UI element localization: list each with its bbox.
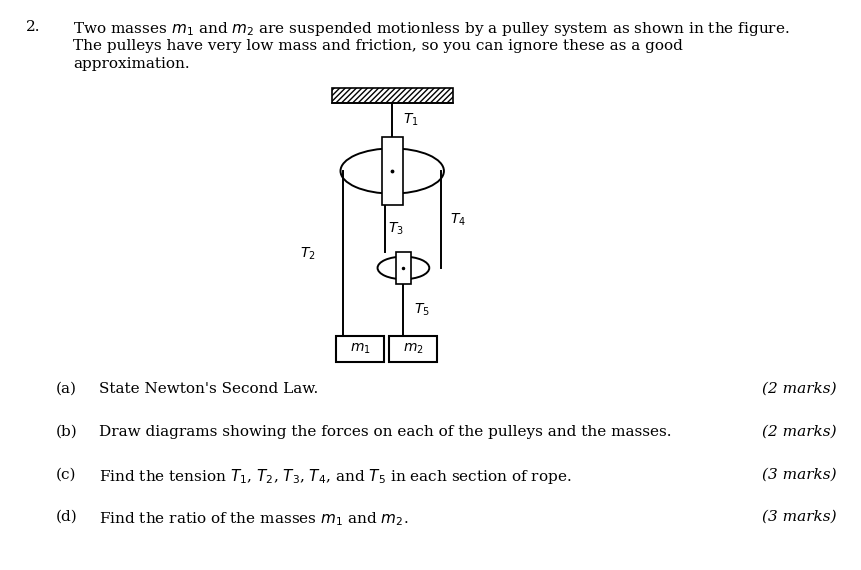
Text: Draw diagrams showing the forces on each of the pulleys and the masses.: Draw diagrams showing the forces on each… [99, 425, 671, 439]
Bar [395, 252, 411, 284]
Text: The pulleys have very low mass and friction, so you can ignore these as a good: The pulleys have very low mass and frict… [73, 39, 683, 53]
Text: Find the ratio of the masses $m_1$ and $m_2$.: Find the ratio of the masses $m_1$ and $… [99, 510, 408, 528]
Text: Find the tension $T_1$, $T_2$, $T_3$, $T_4$, and $T_5$ in each section of rope.: Find the tension $T_1$, $T_2$, $T_3$, $T… [99, 467, 571, 486]
Text: $T_5$: $T_5$ [413, 302, 429, 318]
Bar [388, 336, 437, 362]
Bar [331, 88, 452, 103]
Text: (b): (b) [56, 425, 77, 439]
Text: (3 marks): (3 marks) [760, 510, 835, 524]
Text: (3 marks): (3 marks) [760, 467, 835, 482]
Bar [381, 137, 402, 205]
Text: $T_1$: $T_1$ [402, 112, 418, 128]
Text: $T_2$: $T_2$ [300, 246, 315, 262]
Text: (2 marks): (2 marks) [760, 382, 835, 396]
Text: 2.: 2. [26, 20, 40, 34]
Text: $T_4$: $T_4$ [449, 211, 466, 227]
Text: approximation.: approximation. [73, 57, 189, 71]
Text: (c): (c) [56, 467, 77, 482]
Text: State Newton's Second Law.: State Newton's Second Law. [99, 382, 318, 396]
Text: (d): (d) [56, 510, 77, 524]
Text: (2 marks): (2 marks) [760, 425, 835, 439]
Text: $m_1$: $m_1$ [350, 342, 370, 356]
Bar [336, 336, 384, 362]
Text: (a): (a) [56, 382, 77, 396]
Text: Two masses $m_1$ and $m_2$ are suspended motionless by a pulley system as shown : Two masses $m_1$ and $m_2$ are suspended… [73, 20, 789, 38]
Text: $T_3$: $T_3$ [387, 221, 403, 237]
Text: $m_2$: $m_2$ [402, 342, 423, 356]
